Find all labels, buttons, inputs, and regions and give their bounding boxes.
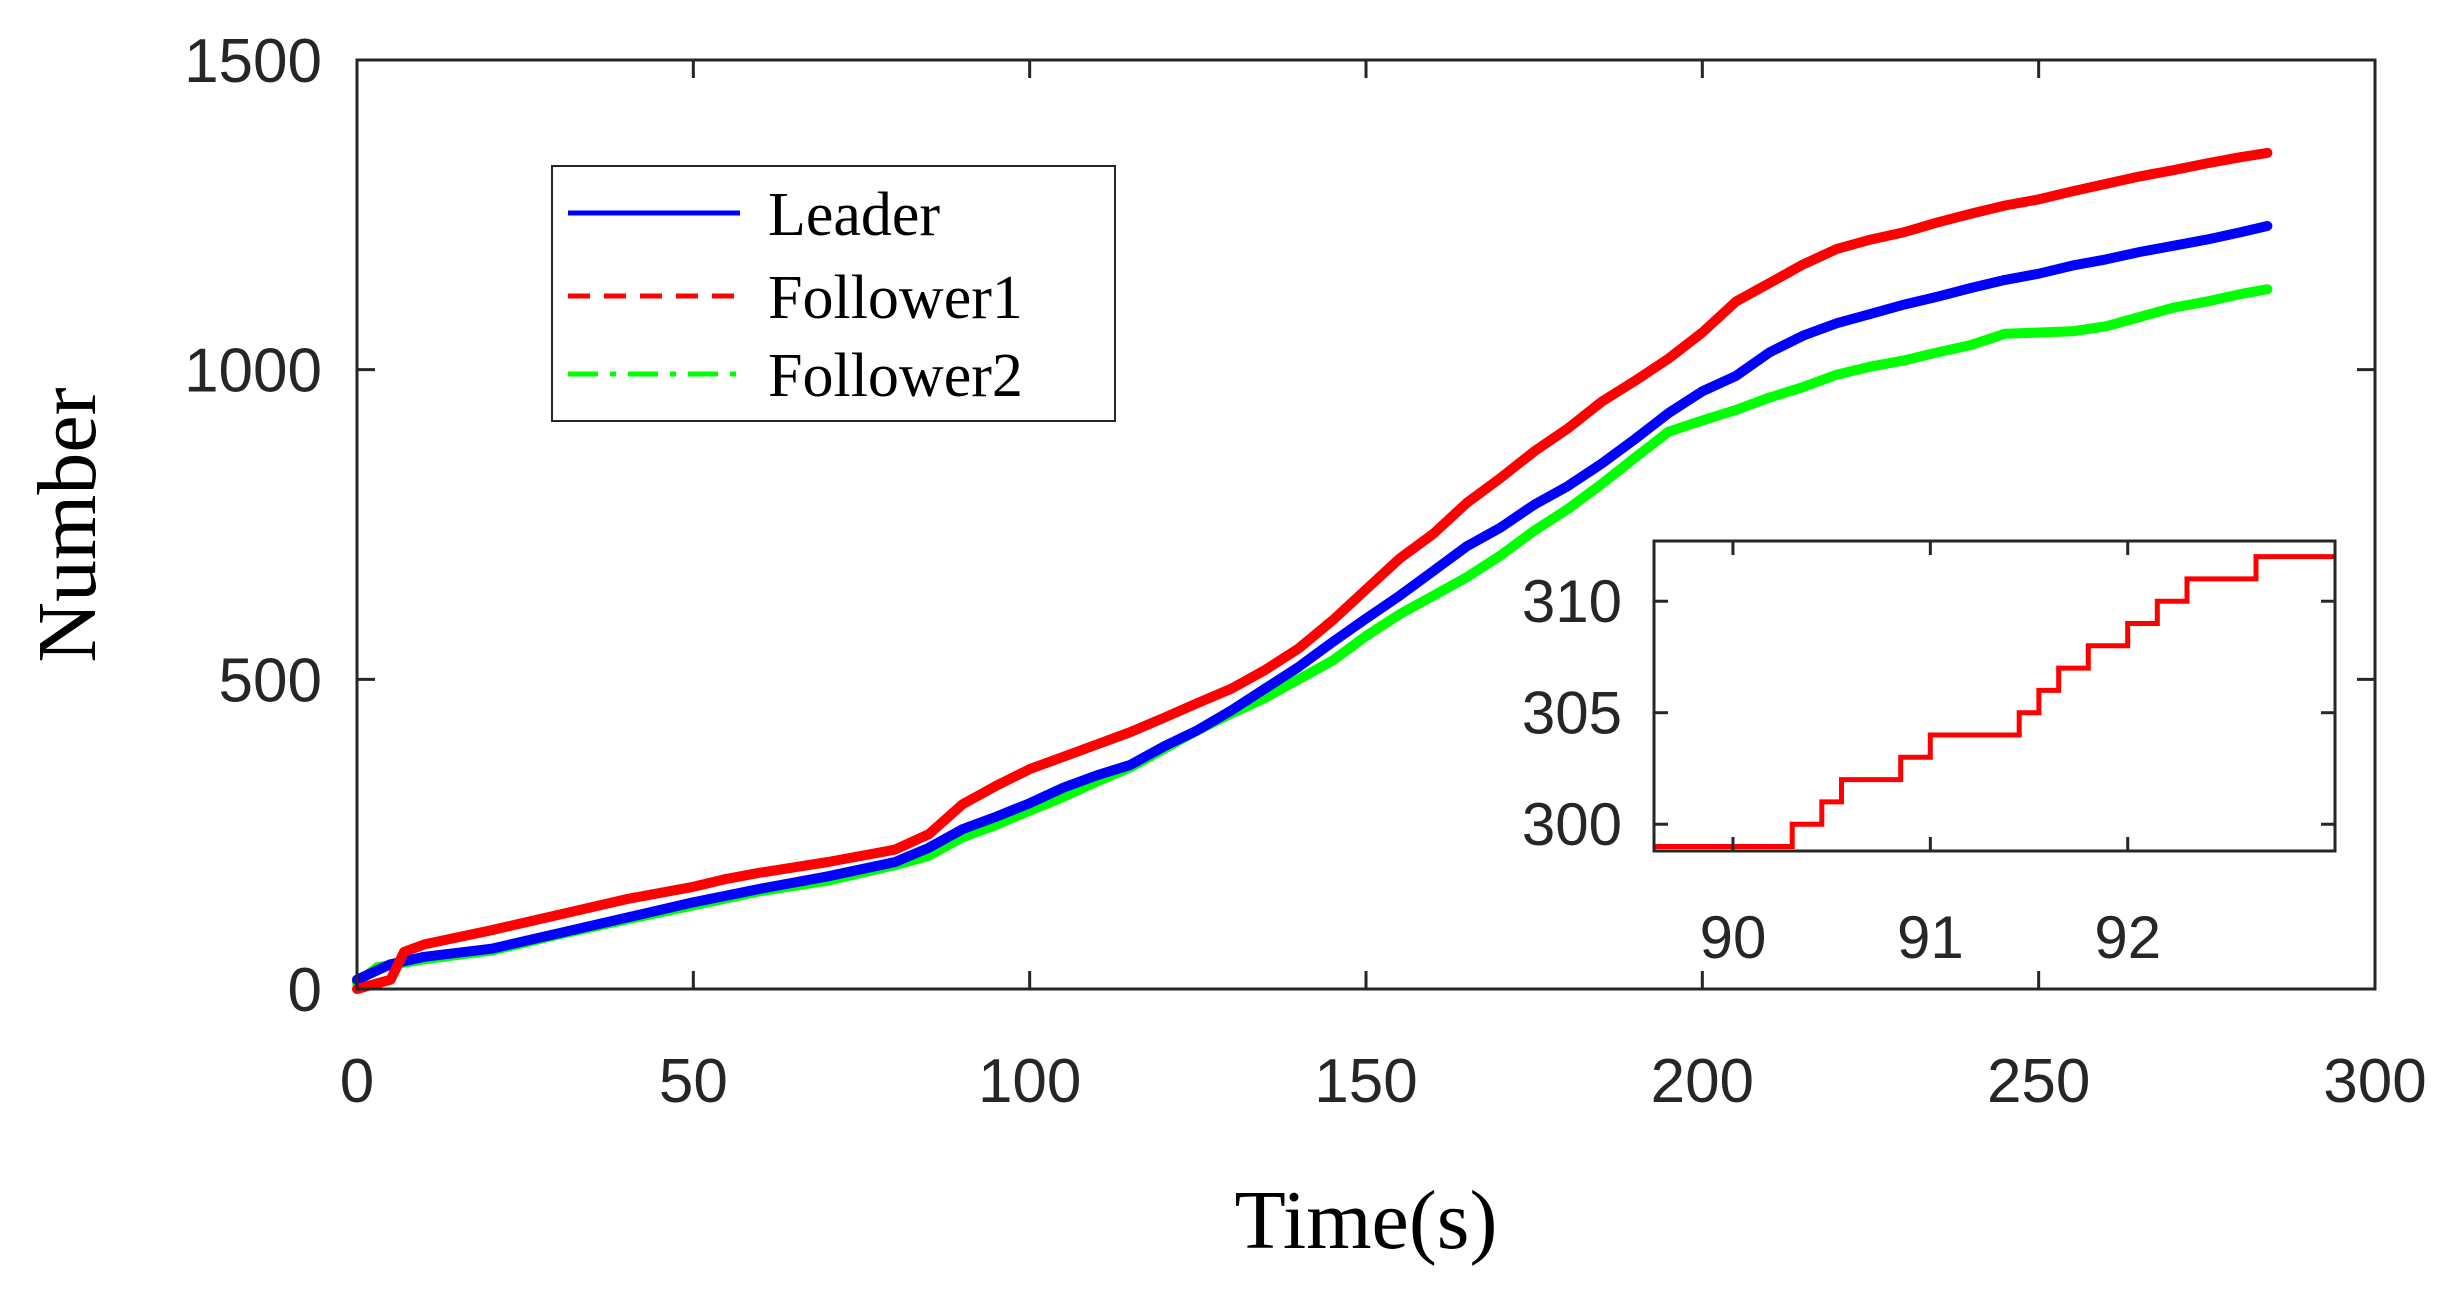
x-tick-label: 50 <box>659 1047 728 1116</box>
inset-x-tick-label: 92 <box>2094 904 2161 971</box>
main-ticks-layer: 0 50 100 150 200 250 300 0 500 1000 1500 <box>184 27 2427 1116</box>
x-tick-label: 250 <box>1987 1047 2090 1116</box>
series-line-follower1 <box>352 147 2273 994</box>
legend-label-follower1: Follower1 <box>768 264 1023 332</box>
inset-y-tick-label: 310 <box>1522 568 1622 635</box>
y-tick-label: 500 <box>219 646 322 715</box>
legend-label-leader: Leader <box>768 181 940 249</box>
inset-plot: 90 91 92 300 305 310 <box>1522 539 2337 971</box>
inset-plot-frame <box>1652 539 2337 853</box>
y-axis-title: Number <box>21 387 114 662</box>
main-series-layer <box>352 147 2273 994</box>
inset-x-tick-label: 90 <box>1700 904 1767 971</box>
inset-series-layer <box>1654 554 2335 849</box>
series-line-leader <box>352 221 2273 985</box>
inset-x-tick-label: 91 <box>1897 904 1964 971</box>
inset-background <box>1654 541 2335 851</box>
legend-label-follower2: Follower2 <box>768 342 1023 410</box>
x-axis-title: Time(s) <box>1235 1174 1498 1267</box>
x-tick-label: 0 <box>340 1047 374 1116</box>
x-tick-label: 150 <box>1314 1047 1417 1116</box>
y-tick-label: 1500 <box>184 27 322 96</box>
inset-y-tick-label: 300 <box>1522 791 1622 858</box>
legend: Leader Follower1 Follower2 <box>551 165 1116 422</box>
y-tick-label: 1000 <box>184 337 322 406</box>
x-tick-label: 100 <box>978 1047 1081 1116</box>
x-tick-label: 200 <box>1651 1047 1754 1116</box>
inset-ticks-layer: 90 91 92 300 305 310 <box>1522 541 2335 971</box>
inset-y-tick-label: 305 <box>1522 680 1622 747</box>
x-tick-label: 300 <box>2323 1047 2426 1116</box>
main-plot: 0 50 100 150 200 250 300 0 500 1000 1500 Time(s) N… <box>21 27 2427 1267</box>
y-tick-label: 0 <box>288 956 322 1025</box>
inset-series-line-follower1 <box>1654 554 2335 849</box>
